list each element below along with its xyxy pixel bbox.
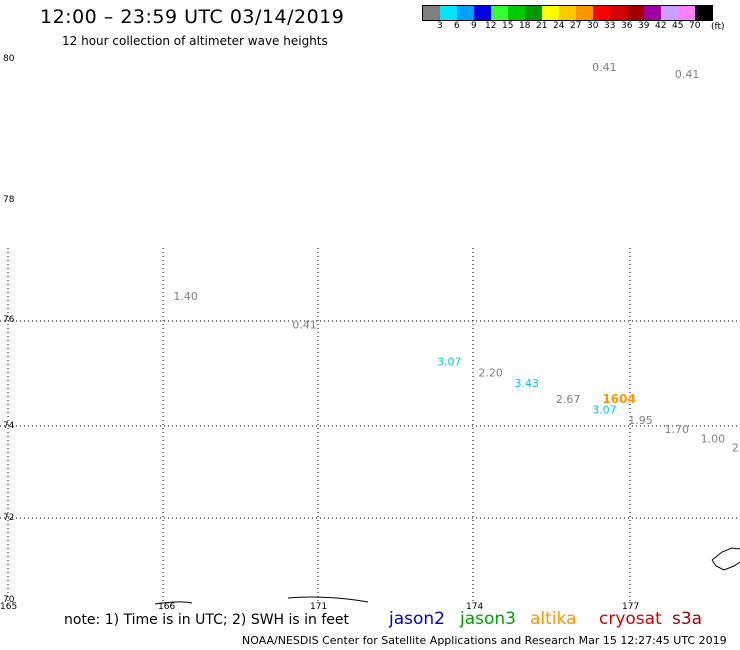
color-scale-tick: 6	[454, 21, 460, 31]
color-swatch	[508, 6, 525, 20]
wave-height-label: 1.40	[173, 290, 198, 303]
color-swatch	[661, 6, 678, 20]
map-title: 12:00 – 23:59 UTC 03/14/2019	[40, 6, 345, 28]
longitude-labels: 165 166 171 174 177	[0, 602, 639, 612]
color-scale-tick: 30	[587, 21, 599, 31]
color-swatch	[542, 6, 559, 20]
latitude-label: 72	[3, 513, 14, 523]
color-scale-tick: 36	[621, 21, 633, 31]
wave-height-color-scale	[422, 5, 713, 21]
wave-height-observations: 0.410.413.21.400.413.072.203.432.6716043…	[173, 61, 740, 455]
wave-height-label: 3.07	[437, 356, 462, 369]
color-scale-tick: 42	[655, 21, 667, 31]
latitude-label: 80	[3, 54, 15, 64]
color-scale-tick: 15	[502, 21, 514, 31]
latitude-label: 76	[3, 315, 15, 325]
color-scale-tick: 27	[570, 21, 582, 31]
color-swatch	[644, 6, 661, 20]
color-swatch	[627, 6, 644, 20]
wave-height-label: 3.43	[515, 377, 540, 390]
wave-height-label: 2.67	[556, 393, 581, 406]
wave-height-label: 3.07	[592, 403, 617, 416]
legend-jason2: jason2	[389, 609, 445, 629]
color-swatch	[457, 6, 474, 20]
map-grid	[0, 248, 740, 604]
credit-footer: NOAA/NESDIS Center for Satellite Applica…	[242, 634, 727, 647]
color-scale-tick: 45	[672, 21, 684, 31]
legend-jason3: jason3	[460, 609, 516, 629]
color-scale-tick: 70	[689, 21, 701, 31]
wave-height-label: 1.95	[628, 414, 653, 427]
color-scale-tick: 3	[437, 21, 443, 31]
units-note: note: 1) Time is in UTC; 2) SWH is in fe…	[64, 612, 350, 628]
longitude-label: 171	[310, 602, 327, 612]
color-scale-tick: 18	[519, 21, 531, 31]
wave-height-label: 1.00	[701, 432, 726, 445]
color-scale-unit: (ft)	[711, 22, 725, 32]
color-swatch	[474, 6, 491, 20]
wave-height-label: 1.70	[664, 423, 689, 436]
map-subtitle: 12 hour collection of altimeter wave hei…	[62, 34, 328, 48]
color-swatch	[678, 6, 695, 20]
color-scale-tick: 33	[604, 21, 616, 31]
color-swatch	[440, 6, 457, 20]
wave-height-label: 2.87	[732, 442, 740, 455]
latitude-label: 78	[3, 195, 15, 205]
color-swatch	[576, 6, 593, 20]
latitude-labels: 80 78 76 74 72 70	[3, 54, 15, 605]
wave-height-label: 2.20	[478, 366, 503, 379]
color-swatch	[559, 6, 576, 20]
color-swatch	[491, 6, 508, 20]
wave-height-label: 0.41	[592, 61, 617, 74]
longitude-label: 177	[622, 602, 639, 612]
wave-height-label: 0.41	[292, 319, 317, 332]
longitude-label: 166	[158, 602, 175, 612]
color-scale-tick: 21	[536, 21, 548, 31]
color-swatch	[593, 6, 610, 20]
color-scale-tick: 24	[553, 21, 565, 31]
color-scale-tick: 12	[485, 21, 497, 31]
color-swatch	[423, 6, 440, 20]
legend-cryosat: cryosat	[599, 609, 662, 629]
color-scale-tick: 39	[638, 21, 650, 31]
color-scale-tick: 9	[471, 21, 477, 31]
coastline	[154, 547, 740, 605]
color-swatch	[695, 6, 712, 20]
legend-altika: altika	[530, 609, 577, 629]
wave-height-label: 0.41	[675, 68, 700, 81]
latitude-label: 74	[3, 421, 15, 431]
color-swatch	[610, 6, 627, 20]
longitude-label: 165	[0, 602, 17, 612]
color-swatch	[525, 6, 542, 20]
color-scale-labels: 3 6 9 12 15 18 21 24 27 30 33 36 39 42 45 70	[422, 21, 740, 35]
longitude-label: 174	[466, 602, 483, 612]
wave-height-label: 1604	[602, 392, 635, 406]
legend-s3a: s3a	[672, 609, 703, 629]
latitude-label: 70	[3, 595, 15, 605]
